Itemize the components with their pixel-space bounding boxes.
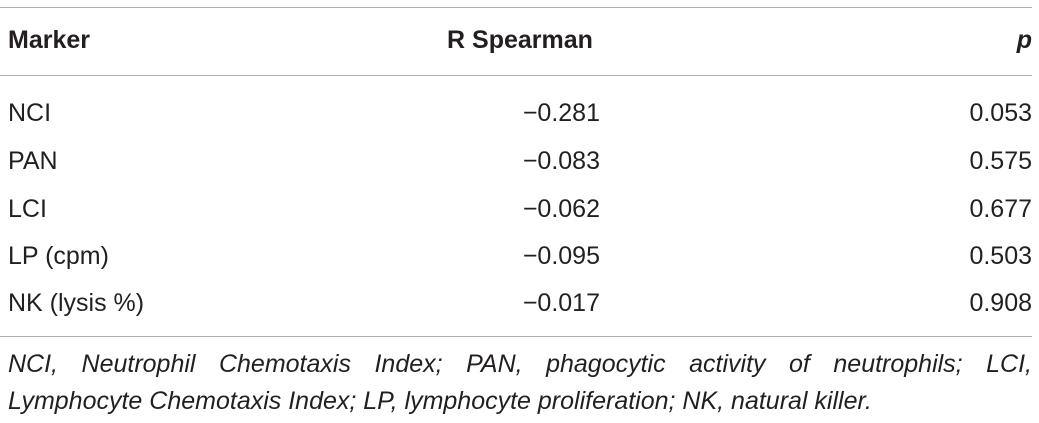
- table-row: NCI −0.281 0.053: [0, 93, 1032, 133]
- cell-p: 0.677: [969, 195, 1032, 223]
- header-r-spearman: R Spearman: [447, 26, 593, 54]
- table-bottom-rule: [0, 336, 1032, 337]
- cell-r: −0.017: [522, 289, 600, 317]
- header-p: p: [1016, 26, 1032, 54]
- cell-p: 0.053: [969, 99, 1032, 127]
- cell-p: 0.575: [969, 147, 1032, 175]
- table-row: NK (lysis %) −0.017 0.908: [0, 283, 1032, 323]
- cell-r: −0.095: [522, 242, 600, 270]
- cell-marker: NK (lysis %): [8, 289, 145, 317]
- header-marker: Marker: [8, 26, 90, 54]
- footnote-line: Lymphocyte Chemotaxis Index; LP, lymphoc…: [8, 387, 872, 415]
- cell-r: −0.062: [522, 195, 600, 223]
- cell-p: 0.908: [969, 289, 1032, 317]
- cell-p: 0.503: [969, 242, 1032, 270]
- table-header-row: Marker R Spearman p: [0, 20, 1032, 60]
- cell-marker: NCI: [8, 99, 52, 127]
- table-row: LP (cpm) −0.095 0.503: [0, 236, 1032, 276]
- cell-r: −0.281: [522, 99, 600, 127]
- table-header-rule: [0, 75, 1032, 76]
- table-footnote: NCI, Neutrophil Chemotaxis Index; PAN, p…: [8, 346, 1032, 420]
- table-row: PAN −0.083 0.575: [0, 141, 1032, 181]
- cell-marker: LP (cpm): [8, 242, 109, 270]
- table-row: LCI −0.062 0.677: [0, 189, 1032, 229]
- cell-r: −0.083: [522, 147, 600, 175]
- cell-marker: LCI: [8, 195, 47, 223]
- footnote-line: NCI, Neutrophil Chemotaxis Index; PAN, p…: [8, 350, 1032, 378]
- cell-marker: PAN: [8, 147, 58, 175]
- table-top-rule: [0, 7, 1032, 8]
